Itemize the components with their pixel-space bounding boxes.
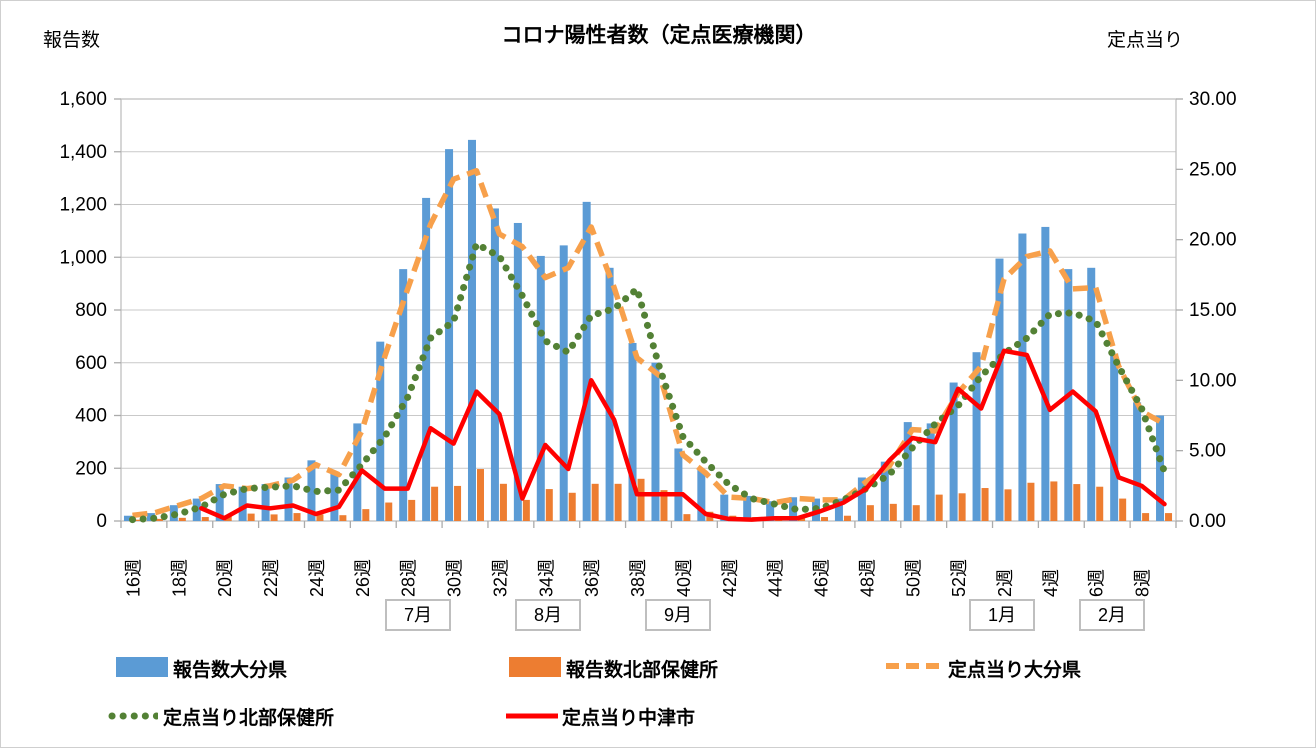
- svg-text:22週: 22週: [261, 559, 281, 597]
- svg-text:50週: 50週: [903, 559, 923, 597]
- legend-item-rate-hokubu: 定点当り北部保健所: [163, 708, 335, 729]
- svg-text:36週: 36週: [582, 559, 602, 597]
- svg-text:5.00: 5.00: [1189, 441, 1226, 462]
- legend-swatch-dotted-line: [108, 712, 158, 720]
- svg-text:30週: 30週: [445, 559, 465, 597]
- svg-text:28週: 28週: [399, 559, 419, 597]
- legend-swatch-bar-oita: [116, 657, 168, 677]
- svg-text:15.00: 15.00: [1189, 300, 1237, 321]
- svg-text:1,200: 1,200: [59, 195, 107, 216]
- svg-text:48週: 48週: [857, 559, 877, 597]
- svg-text:40週: 40週: [674, 559, 694, 597]
- bars-series-0: [123, 139, 1165, 522]
- svg-text:44週: 44週: [766, 559, 786, 597]
- svg-text:24週: 24週: [307, 559, 327, 597]
- legend-item-rate-oita: 定点当り大分県: [948, 660, 1082, 681]
- left-axis-title: 報告数: [43, 30, 101, 51]
- svg-text:1,400: 1,400: [59, 142, 107, 163]
- svg-text:0.00: 0.00: [1189, 511, 1226, 532]
- line-series-dashed: [132, 167, 1166, 519]
- svg-text:8週: 8週: [1133, 569, 1153, 597]
- gridlines: [121, 98, 1176, 522]
- month-box-august: 8月: [515, 599, 581, 631]
- svg-text:6週: 6週: [1087, 569, 1107, 597]
- svg-text:0: 0: [96, 511, 107, 532]
- chart-title: コロナ陽性者数（定点医療機関）: [501, 24, 817, 47]
- svg-text:1,000: 1,000: [59, 247, 107, 268]
- svg-text:30.00: 30.00: [1189, 89, 1237, 110]
- svg-text:4週: 4週: [1041, 569, 1061, 597]
- legend-item-reports-oita: 報告数大分県: [173, 660, 288, 681]
- legend-swatch-bar-hokubu: [509, 657, 561, 677]
- right-axis-title: 定点当り: [1107, 30, 1184, 51]
- line-series-solid: [199, 348, 1167, 522]
- svg-text:42週: 42週: [720, 559, 740, 597]
- svg-text:400: 400: [75, 406, 107, 427]
- legend-swatch-dashed-line: [886, 663, 942, 669]
- svg-text:16週: 16週: [123, 559, 143, 597]
- svg-text:600: 600: [75, 353, 107, 374]
- legend-item-rate-nakatsu: 定点当り中津市: [562, 708, 696, 729]
- svg-text:10.00: 10.00: [1189, 370, 1237, 391]
- svg-text:25.00: 25.00: [1189, 159, 1237, 180]
- svg-text:34週: 34週: [536, 559, 556, 597]
- month-box-february: 2月: [1079, 599, 1145, 631]
- svg-text:52週: 52週: [949, 559, 969, 597]
- svg-text:26週: 26週: [353, 559, 373, 597]
- line-series-dotted: [129, 240, 1168, 524]
- svg-text:2週: 2週: [995, 569, 1015, 597]
- month-box-july: 7月: [385, 599, 451, 631]
- svg-text:18週: 18週: [169, 559, 189, 597]
- svg-text:800: 800: [75, 300, 107, 321]
- svg-text:20.00: 20.00: [1189, 230, 1237, 251]
- x-axis-tick-labels: 16週 18週 20週 22週 24週 26週 28週 30週 32週 34週 36週 38週 40週 4…: [123, 559, 1152, 597]
- left-axis-tick-labels: 0 200 400 600 800 1,000 1,200 1,400 1,600: [59, 89, 107, 532]
- svg-text:200: 200: [75, 458, 107, 479]
- svg-text:46週: 46週: [812, 559, 832, 597]
- svg-text:38週: 38週: [628, 559, 648, 597]
- right-axis-tick-labels: 0.00 5.00 10.00 15.00 20.00 25.00 30.00: [1189, 89, 1237, 532]
- month-box-january: 1月: [969, 599, 1035, 631]
- legend-item-reports-hokubu: 報告数北部保健所: [566, 660, 719, 681]
- legend-swatch-solid-line: [506, 713, 558, 719]
- axis-ticks: [114, 98, 1183, 528]
- svg-text:1,600: 1,600: [59, 89, 107, 110]
- svg-text:32週: 32週: [490, 559, 510, 597]
- svg-text:20週: 20週: [215, 559, 235, 597]
- month-box-september: 9月: [645, 599, 711, 631]
